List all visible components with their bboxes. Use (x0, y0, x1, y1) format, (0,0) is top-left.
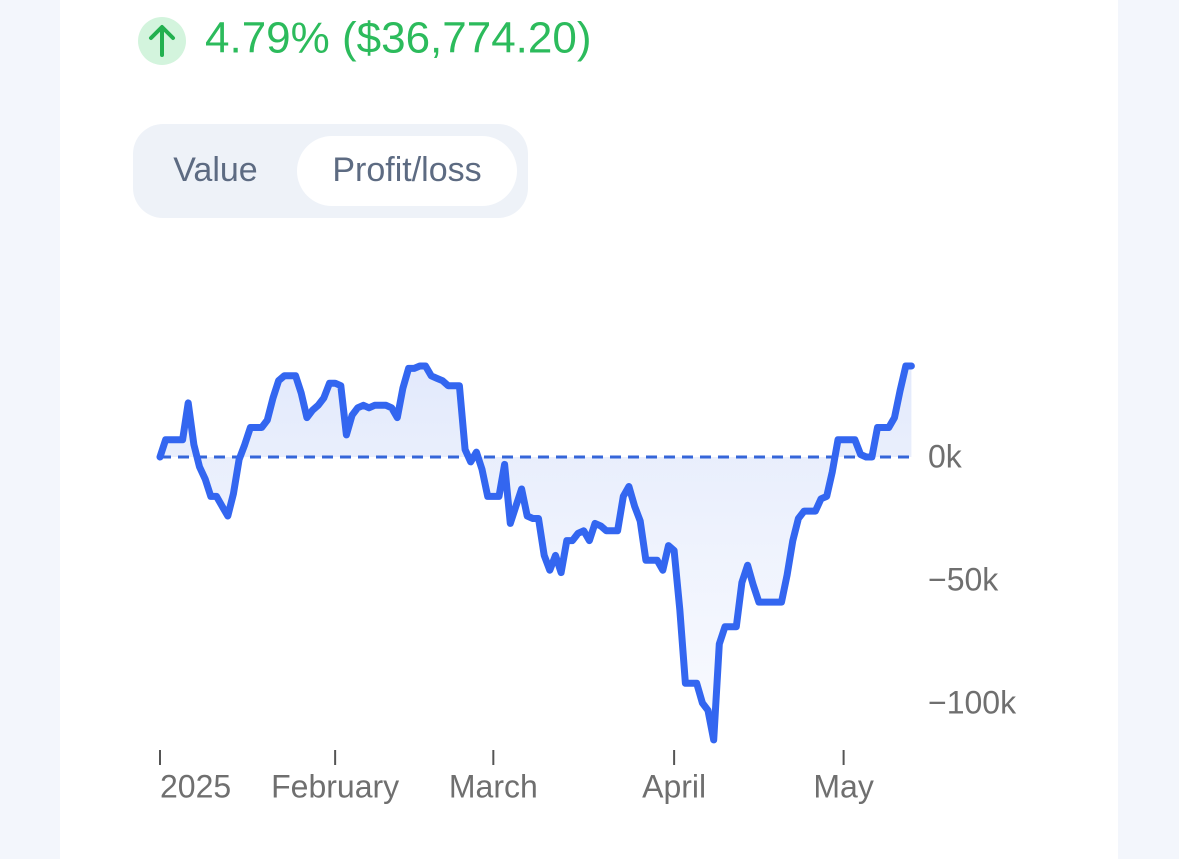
x-tick-label: April (642, 768, 706, 804)
y-tick-label: 0k (928, 438, 963, 474)
line (156, 362, 915, 744)
x-tick-label: 2025 (160, 768, 231, 804)
x-tick-label: May (813, 768, 873, 804)
toggle-option[interactable]: Value (173, 151, 257, 189)
x-tick-label: February (271, 768, 399, 804)
area (160, 366, 912, 740)
up-arrow (149, 25, 175, 57)
toggle-selected-bg (297, 136, 517, 206)
y-tick-label: −100k (928, 684, 1017, 720)
toggle-option[interactable]: Profit/loss (332, 151, 481, 189)
y-tick-label: −50k (928, 561, 999, 597)
change-text: 4.79% ($36,774.20) (205, 14, 592, 63)
x-tick-label: March (449, 768, 538, 804)
